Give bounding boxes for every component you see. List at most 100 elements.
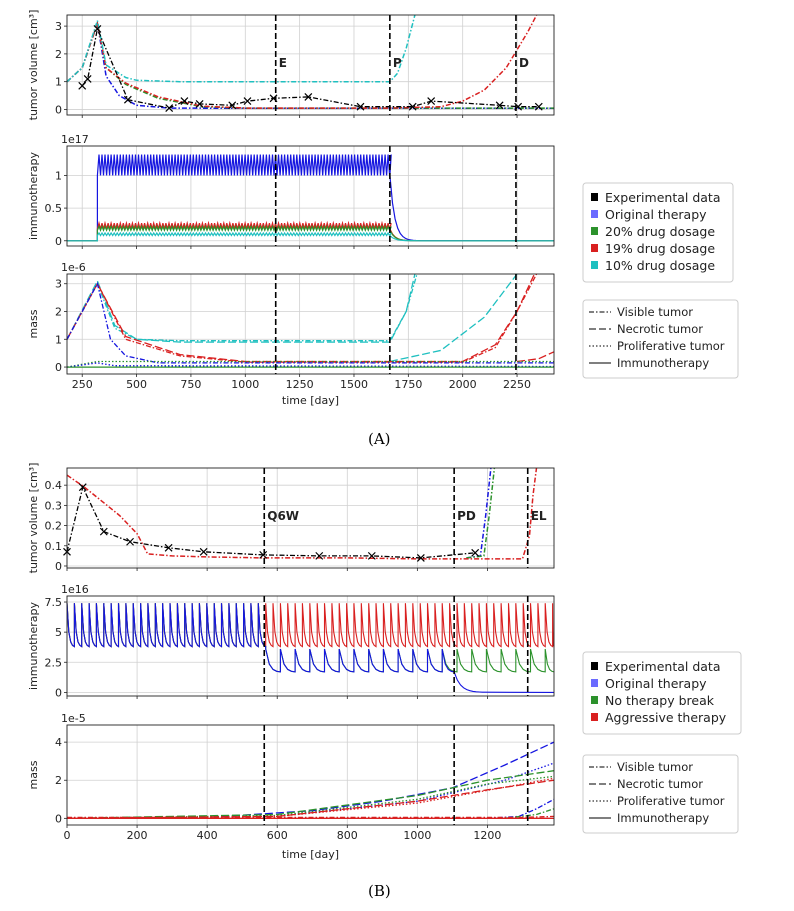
mass-curve (66, 770, 555, 819)
y-tick-label: 0 (55, 235, 62, 248)
plot-frame (66, 145, 555, 247)
experimental-data-point (427, 97, 436, 106)
experimental-data-point (83, 74, 92, 83)
legend-box (582, 651, 742, 735)
experimental-data-point (195, 99, 204, 108)
y-axis-label: mass (27, 309, 40, 338)
plot-frame (66, 467, 555, 569)
x-tick-label: 1000 (231, 378, 259, 391)
y-tick-label: 1 (55, 333, 62, 346)
legend-label: Necrotic tumor (617, 777, 703, 791)
legend-swatch (591, 244, 598, 252)
y-tick-label: 2 (55, 48, 62, 61)
mass-curve (67, 815, 555, 819)
legend-box (582, 299, 739, 379)
experimental-data-point (304, 93, 313, 101)
y-tick-label: 1 (55, 76, 62, 89)
axis-scale-label: 1e-5 (61, 712, 86, 725)
experimental-data-point (367, 551, 376, 560)
y-tick-label: 2.5 (45, 656, 63, 669)
experimental-data-point (416, 553, 425, 562)
series-line (66, 14, 538, 109)
y-tick-label: 0 (55, 812, 62, 825)
mass-curve (66, 741, 555, 819)
legend-label: Immunotherapy (617, 811, 709, 825)
legend-label: Visible tumor (617, 305, 693, 319)
mass-curve (66, 362, 555, 368)
legend-label: Aggressive therapy (605, 710, 727, 725)
series-line (67, 231, 554, 242)
legend-swatch (591, 261, 598, 269)
y-tick-label: 7.5 (45, 596, 63, 609)
experimental-data-point (78, 81, 87, 90)
experimental-data-point (78, 483, 87, 492)
x-axis-label: time [day] (282, 848, 339, 861)
x-tick-label: 800 (337, 829, 358, 842)
y-axis-label: tumor volume [cm³] (27, 10, 40, 121)
legend-label: Original therapy (605, 207, 707, 222)
mass-curve (389, 273, 518, 363)
experimental-data-point (408, 102, 417, 111)
x-tick-label: 1500 (340, 378, 368, 391)
y-tick-label: 2 (55, 774, 62, 787)
legend-label: Visible tumor (617, 760, 693, 774)
mass-curve (66, 273, 535, 363)
figure-caption: (A) (368, 430, 391, 448)
legend-swatch (591, 713, 598, 721)
y-tick-label: 2 (55, 306, 62, 319)
y-tick-label: 5 (55, 626, 62, 639)
y-tick-label: 4 (55, 736, 62, 749)
experimental-data-point (495, 101, 504, 110)
y-tick-label: 0 (55, 361, 62, 374)
x-tick-label: 0 (64, 829, 71, 842)
x-tick-label: 2000 (449, 378, 477, 391)
figure-caption: (B) (368, 882, 391, 900)
legend-swatch (591, 210, 598, 218)
experimental-data-point (164, 543, 173, 552)
series-line (67, 154, 555, 242)
legend-label: Experimental data (605, 659, 721, 674)
mass-curve (66, 273, 538, 363)
x-tick-label: 1250 (286, 378, 314, 391)
phase-label: D (519, 56, 529, 70)
legend-box (582, 754, 739, 834)
plot-frame (66, 724, 555, 826)
experimental-data-point (315, 551, 324, 560)
y-tick-label: 0.5 (45, 202, 63, 215)
mass-curve (516, 351, 555, 363)
y-tick-label: 0.1 (45, 540, 63, 553)
experimental-data-point (165, 104, 174, 112)
legend-label: Proliferative tumor (617, 794, 725, 808)
experimental-data-point (534, 102, 543, 111)
phase-label: P (393, 56, 402, 70)
legend-label: 20% drug dosage (605, 224, 715, 239)
mass-curve (66, 273, 418, 342)
y-tick-label: 0 (55, 103, 62, 116)
legend-label: Experimental data (605, 190, 721, 205)
experimental-data-point (199, 547, 208, 556)
phase-label: EL (531, 509, 547, 523)
legend-box (582, 182, 734, 283)
y-tick-label: 3 (55, 20, 62, 33)
phase-label: E (279, 56, 287, 70)
plot-frame (66, 273, 555, 375)
series-line (66, 14, 416, 83)
legend-swatch (591, 696, 598, 704)
axis-scale-label: 1e-6 (61, 261, 86, 274)
y-axis-label: mass (27, 760, 40, 789)
x-tick-label: 1000 (403, 829, 431, 842)
y-axis-label: tumor volume [cm³] (27, 463, 40, 574)
mass-curve (66, 281, 554, 364)
legend-swatch (591, 679, 598, 687)
y-tick-label: 3 (55, 278, 62, 291)
legend-swatch (591, 227, 598, 235)
legend-swatch (591, 662, 598, 670)
y-tick-label: 0 (55, 686, 62, 699)
legend-swatch (591, 193, 598, 201)
axis-scale-label: 1e17 (61, 133, 89, 146)
x-tick-label: 400 (197, 829, 218, 842)
experimental-data-point (471, 548, 480, 557)
experimental-data-line (81, 26, 539, 109)
x-tick-label: 200 (127, 829, 148, 842)
